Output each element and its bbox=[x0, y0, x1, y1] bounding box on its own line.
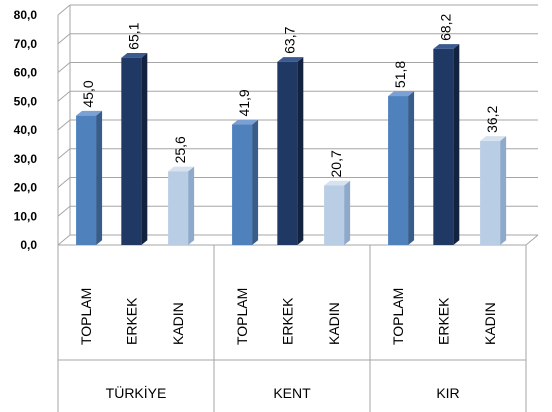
gridline-depth bbox=[57, 177, 71, 188]
bar bbox=[76, 115, 97, 245]
group-label: TÜRKİYE bbox=[106, 384, 167, 401]
y-tick-label: 80,0 bbox=[14, 8, 38, 22]
bar bbox=[277, 61, 298, 245]
y-tick-label: 50,0 bbox=[14, 94, 38, 108]
data-label: 20,7 bbox=[328, 150, 344, 177]
category-label: TOPLAM bbox=[234, 288, 250, 345]
y-tick-label: 20,0 bbox=[14, 181, 38, 195]
bar-side bbox=[453, 44, 460, 245]
gridline-depth bbox=[57, 62, 71, 73]
floor-right-edge bbox=[525, 234, 539, 246]
gridline-depth bbox=[57, 205, 71, 217]
bar bbox=[433, 48, 454, 245]
bar-side bbox=[500, 136, 507, 245]
data-label: 63,7 bbox=[281, 26, 297, 53]
bar-top bbox=[232, 119, 259, 125]
bar-top bbox=[480, 136, 507, 141]
category-label: TOPLAM bbox=[78, 288, 94, 345]
y-tick-label: 0,0 bbox=[20, 238, 37, 252]
bar-top bbox=[388, 91, 415, 97]
group-label: KIR bbox=[436, 385, 459, 401]
data-label: 65,1 bbox=[125, 22, 141, 49]
gridline-depth bbox=[57, 4, 71, 16]
data-label: 51,8 bbox=[392, 61, 408, 88]
y-tick-label: 70,0 bbox=[14, 37, 38, 51]
bar bbox=[324, 185, 345, 245]
bar bbox=[168, 171, 189, 245]
category-label: TOPLAM bbox=[390, 288, 406, 345]
bar-top bbox=[277, 57, 304, 62]
gridline-depth bbox=[57, 33, 71, 45]
category-label: ERKEK bbox=[435, 297, 451, 345]
bar bbox=[388, 96, 409, 245]
bar-top bbox=[76, 110, 103, 116]
bar-side bbox=[297, 57, 304, 245]
bar-top bbox=[324, 180, 351, 186]
bar-top bbox=[433, 44, 460, 49]
category-label: KADIN bbox=[170, 302, 186, 345]
bar bbox=[232, 124, 253, 245]
y-tick-label: 60,0 bbox=[14, 66, 38, 80]
category-label: ERKEK bbox=[279, 297, 295, 345]
bar-top bbox=[121, 53, 148, 58]
bar-side bbox=[141, 53, 148, 245]
gridline-depth bbox=[57, 148, 71, 160]
bar bbox=[121, 57, 142, 246]
category-label: KADIN bbox=[482, 302, 498, 345]
data-label: 41,9 bbox=[236, 89, 252, 116]
bar-side bbox=[96, 110, 103, 245]
group-label: KENT bbox=[273, 385, 311, 401]
gridline-depth bbox=[57, 234, 71, 246]
bar-side bbox=[252, 119, 259, 245]
category-label: KADIN bbox=[326, 302, 342, 345]
bar-side bbox=[408, 91, 415, 246]
bar-side bbox=[188, 166, 195, 245]
gridline-depth bbox=[57, 119, 71, 131]
data-label: 68,2 bbox=[437, 13, 453, 40]
bar-top bbox=[168, 166, 195, 172]
data-label: 36,2 bbox=[484, 105, 500, 132]
data-label: 25,6 bbox=[172, 136, 188, 163]
data-label: 45,0 bbox=[80, 80, 96, 107]
bar bbox=[480, 140, 501, 245]
category-label: ERKEK bbox=[123, 297, 139, 345]
y-tick-label: 40,0 bbox=[14, 123, 38, 137]
gridline-depth bbox=[57, 90, 71, 102]
y-tick-label: 30,0 bbox=[14, 152, 38, 166]
bar-side bbox=[344, 180, 351, 245]
y-tick-label: 10,0 bbox=[14, 209, 38, 223]
